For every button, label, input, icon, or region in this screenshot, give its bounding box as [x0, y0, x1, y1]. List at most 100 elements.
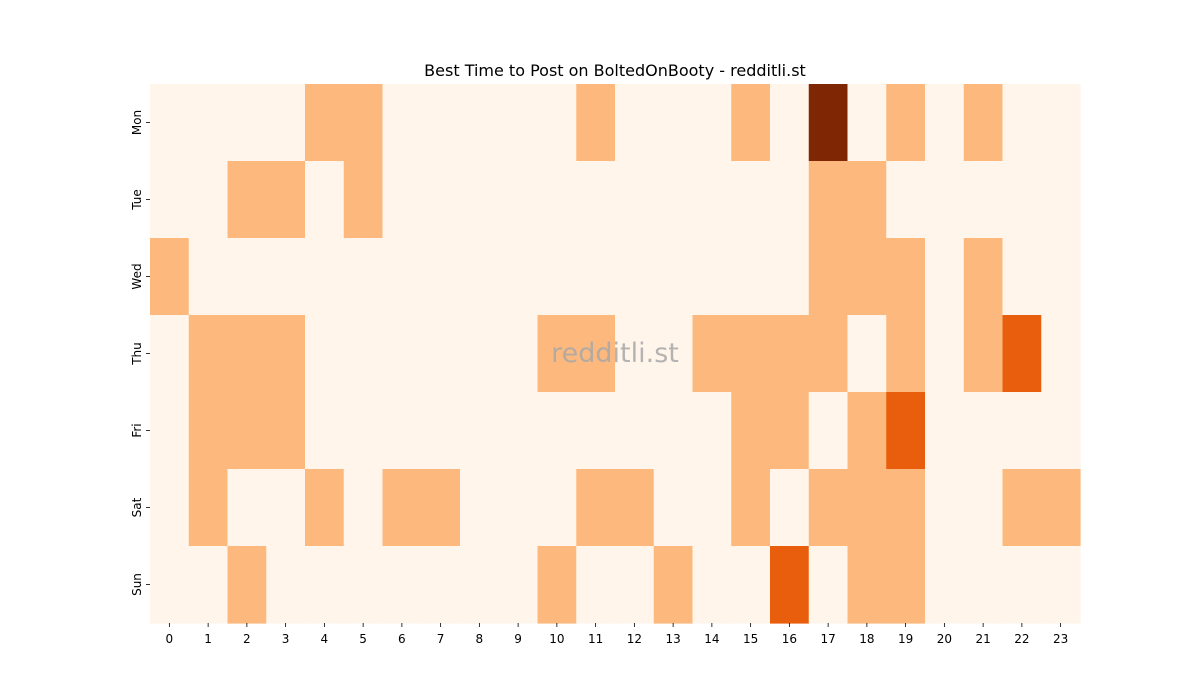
heatmap-cell-tue-11 — [576, 161, 616, 239]
heatmap-cell-fri-11 — [576, 392, 616, 470]
heatmap-cell-tue-17 — [808, 161, 849, 239]
heatmap-cell-fri-4 — [305, 392, 345, 470]
heatmap-cell-sun-20 — [925, 546, 965, 624]
heatmap-cell-tue-3 — [266, 161, 306, 239]
heatmap-cell-fri-0 — [150, 392, 190, 470]
heatmap-cell-mon-19 — [886, 84, 926, 162]
heatmap-cell-fri-23 — [1041, 392, 1081, 470]
heatmap-cell-wed-14 — [692, 238, 732, 316]
heatmap-cell-sat-13 — [653, 469, 694, 547]
heatmap-cell-tue-4 — [305, 161, 345, 239]
heatmap-cell-sat-14 — [692, 469, 732, 547]
heatmap-cell-sun-11 — [576, 546, 616, 624]
heatmap-cell-sat-1 — [188, 469, 229, 547]
heatmap-cell-wed-22 — [1002, 238, 1042, 316]
x-tick-label-5: 5 — [359, 632, 367, 646]
heatmap-cell-tue-7 — [421, 161, 461, 239]
heatmap-cell-fri-9 — [498, 392, 539, 470]
heatmap-cell-mon-2 — [227, 84, 267, 162]
heatmap-cell-sun-1 — [188, 546, 229, 624]
heatmap-cell-wed-12 — [615, 238, 655, 316]
heatmap-cell-fri-1 — [188, 392, 229, 470]
heatmap-cell-fri-15 — [731, 392, 771, 470]
heatmap-cell-wed-8 — [460, 238, 500, 316]
heatmap-cell-fri-8 — [460, 392, 500, 470]
x-tick-label-9: 9 — [514, 632, 522, 646]
y-tick-label-fri: Fri — [130, 423, 144, 437]
heatmap-cell-sat-23 — [1041, 469, 1081, 547]
heatmap-cell-tue-1 — [188, 161, 229, 239]
heatmap-cell-sun-10 — [537, 546, 577, 624]
heatmap-cell-thu-5 — [343, 315, 384, 393]
heatmap-cell-thu-20 — [925, 315, 965, 393]
heatmap-cell-sun-22 — [1002, 546, 1042, 624]
heatmap-cell-thu-3 — [266, 315, 306, 393]
heatmap-cell-sat-12 — [615, 469, 655, 547]
heatmap-cell-tue-15 — [731, 161, 771, 239]
heatmap-cell-mon-3 — [266, 84, 306, 162]
heatmap-cell-sun-18 — [847, 546, 887, 624]
heatmap-cell-thu-11 — [576, 315, 616, 393]
heatmap-cell-sat-21 — [963, 469, 1004, 547]
x-tick-label-18: 18 — [859, 632, 874, 646]
heatmap-cell-tue-6 — [382, 161, 422, 239]
heatmap-cell-sat-9 — [498, 469, 539, 547]
heatmap-cell-fri-21 — [963, 392, 1004, 470]
heatmap-cell-mon-20 — [925, 84, 965, 162]
heatmap-cell-mon-13 — [653, 84, 694, 162]
heatmap-cell-thu-12 — [615, 315, 655, 393]
heatmap-cell-mon-16 — [770, 84, 810, 162]
heatmap-cell-tue-21 — [963, 161, 1004, 239]
heatmap-cell-wed-1 — [188, 238, 229, 316]
chart-title: Best Time to Post on BoltedOnBooty - red… — [424, 61, 806, 80]
heatmap-cell-thu-15 — [731, 315, 771, 393]
heatmap-cell-sun-9 — [498, 546, 539, 624]
heatmap-cell-sun-7 — [421, 546, 461, 624]
x-tick-label-20: 20 — [937, 632, 952, 646]
heatmap-cell-wed-23 — [1041, 238, 1081, 316]
x-tick-label-2: 2 — [243, 632, 251, 646]
heatmap-cell-sun-17 — [808, 546, 849, 624]
x-axis: 0 1 2 3 4 5 6 7 8 9 10 11 12 13 14 15 16 17 18 19 20 21 22 23 — [166, 623, 1068, 646]
heatmap-cell-sat-20 — [925, 469, 965, 547]
heatmap-cell-tue-18 — [847, 161, 887, 239]
heatmap-cell-sun-8 — [460, 546, 500, 624]
heatmap-cell-sun-12 — [615, 546, 655, 624]
x-tick-label-4: 4 — [321, 632, 329, 646]
heatmap-cell-fri-20 — [925, 392, 965, 470]
heatmap-cell-thu-7 — [421, 315, 461, 393]
heatmap-cell-fri-18 — [847, 392, 887, 470]
x-tick-label-21: 21 — [975, 632, 990, 646]
heatmap-cell-thu-19 — [886, 315, 926, 393]
heatmap-cell-wed-11 — [576, 238, 616, 316]
heatmap-cell-sun-2 — [227, 546, 267, 624]
heatmap-cell-sun-19 — [886, 546, 926, 624]
x-tick-label-19: 19 — [898, 632, 913, 646]
heatmap-cell-sun-16 — [770, 546, 810, 624]
heatmap-cell-sat-17 — [808, 469, 849, 547]
heatmap-cell-thu-13 — [653, 315, 694, 393]
heatmap-cell-fri-7 — [421, 392, 461, 470]
heatmap-cell-wed-10 — [537, 238, 577, 316]
heatmap-cell-thu-18 — [847, 315, 887, 393]
heatmap-cell-wed-18 — [847, 238, 887, 316]
x-tick-label-17: 17 — [820, 632, 835, 646]
x-tick-label-3: 3 — [282, 632, 290, 646]
heatmap-cell-mon-6 — [382, 84, 422, 162]
heatmap-cell-sun-13 — [653, 546, 694, 624]
heatmap-cell-sat-3 — [266, 469, 306, 547]
heatmap-cell-sat-2 — [227, 469, 267, 547]
heatmap-cell-thu-21 — [963, 315, 1004, 393]
heatmap-cell-sun-6 — [382, 546, 422, 624]
heatmap-cell-mon-7 — [421, 84, 461, 162]
heatmap-cell-fri-22 — [1002, 392, 1042, 470]
x-tick-label-16: 16 — [782, 632, 797, 646]
heatmap-cell-tue-23 — [1041, 161, 1081, 239]
heatmap-cell-thu-0 — [150, 315, 190, 393]
heatmap-cell-wed-6 — [382, 238, 422, 316]
heatmap-cell-mon-12 — [615, 84, 655, 162]
heatmap-cell-tue-8 — [460, 161, 500, 239]
heatmap-cell-mon-4 — [305, 84, 345, 162]
